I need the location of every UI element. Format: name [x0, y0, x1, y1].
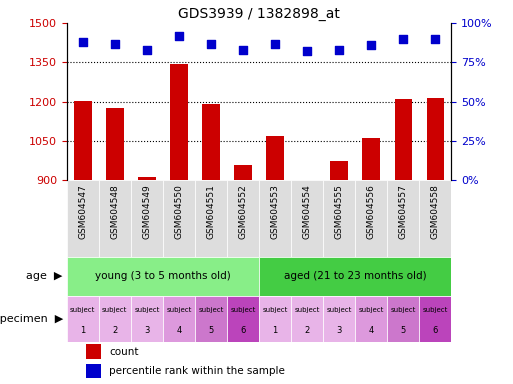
Text: GSM604557: GSM604557: [399, 184, 408, 239]
Text: GSM604551: GSM604551: [206, 184, 215, 239]
Text: GSM604558: GSM604558: [431, 184, 440, 239]
Point: [143, 47, 151, 53]
Bar: [259, 180, 291, 257]
Bar: [291, 180, 323, 257]
Point: [78, 39, 87, 45]
Bar: [291, 296, 323, 342]
Text: subject: subject: [230, 308, 255, 313]
Text: GSM604547: GSM604547: [78, 184, 87, 239]
Bar: [259, 257, 451, 296]
Text: subject: subject: [166, 308, 191, 313]
Point: [303, 48, 311, 55]
Bar: [106, 108, 124, 384]
Bar: [138, 177, 155, 384]
Text: young (3 to 5 months old): young (3 to 5 months old): [95, 271, 231, 281]
Point: [111, 40, 119, 46]
Bar: [98, 180, 131, 257]
Point: [399, 36, 407, 42]
Bar: [355, 296, 387, 342]
Bar: [427, 98, 444, 384]
Bar: [131, 180, 163, 257]
Text: subject: subject: [199, 308, 224, 313]
Bar: [202, 104, 220, 384]
Bar: [131, 296, 163, 342]
Bar: [86, 344, 101, 359]
Bar: [387, 296, 420, 342]
Bar: [74, 101, 91, 384]
Bar: [195, 180, 227, 257]
Text: subject: subject: [327, 308, 352, 313]
Text: subject: subject: [294, 308, 320, 313]
Bar: [266, 136, 284, 384]
Bar: [227, 296, 259, 342]
Text: subject: subject: [102, 308, 127, 313]
Text: 4: 4: [176, 326, 182, 335]
Bar: [163, 296, 195, 342]
Text: subject: subject: [263, 308, 288, 313]
Text: 5: 5: [401, 326, 406, 335]
Text: 2: 2: [112, 326, 117, 335]
Text: 6: 6: [433, 326, 438, 335]
Bar: [86, 364, 101, 378]
Bar: [67, 180, 98, 257]
Bar: [323, 296, 355, 342]
Text: subject: subject: [134, 308, 160, 313]
Bar: [387, 180, 420, 257]
Bar: [420, 296, 451, 342]
Bar: [363, 138, 380, 384]
Text: subject: subject: [423, 308, 448, 313]
Bar: [330, 161, 348, 384]
Text: percentile rank within the sample: percentile rank within the sample: [109, 366, 285, 376]
Text: 3: 3: [337, 326, 342, 335]
Text: 6: 6: [241, 326, 246, 335]
Text: 3: 3: [144, 326, 149, 335]
Bar: [234, 165, 252, 384]
Text: GSM604554: GSM604554: [303, 184, 312, 239]
Text: GSM604555: GSM604555: [334, 184, 344, 239]
Bar: [195, 296, 227, 342]
Text: 1: 1: [80, 326, 85, 335]
Point: [367, 42, 376, 48]
Bar: [259, 296, 291, 342]
Text: aged (21 to 23 months old): aged (21 to 23 months old): [284, 271, 427, 281]
Text: count: count: [109, 347, 139, 357]
Bar: [163, 180, 195, 257]
Text: GSM604553: GSM604553: [270, 184, 280, 239]
Text: GSM604549: GSM604549: [142, 184, 151, 239]
Text: subject: subject: [359, 308, 384, 313]
Bar: [170, 64, 188, 384]
Bar: [67, 296, 98, 342]
Point: [175, 33, 183, 39]
Point: [239, 47, 247, 53]
Point: [431, 36, 440, 42]
Point: [335, 47, 343, 53]
Text: GSM604548: GSM604548: [110, 184, 120, 239]
Text: GSM604556: GSM604556: [367, 184, 376, 239]
Text: 5: 5: [208, 326, 213, 335]
Text: 4: 4: [369, 326, 374, 335]
Title: GDS3939 / 1382898_at: GDS3939 / 1382898_at: [178, 7, 340, 21]
Text: GSM604552: GSM604552: [239, 184, 248, 239]
Bar: [394, 99, 412, 384]
Bar: [98, 296, 131, 342]
Point: [271, 40, 279, 46]
Bar: [323, 180, 355, 257]
Text: 2: 2: [305, 326, 310, 335]
Bar: [67, 257, 259, 296]
Text: subject: subject: [391, 308, 416, 313]
Text: specimen  ▶: specimen ▶: [0, 314, 63, 324]
Bar: [420, 180, 451, 257]
Bar: [355, 180, 387, 257]
Text: 1: 1: [272, 326, 278, 335]
Bar: [227, 180, 259, 257]
Text: age  ▶: age ▶: [27, 271, 63, 281]
Bar: [299, 180, 316, 384]
Text: GSM604550: GSM604550: [174, 184, 184, 239]
Text: subject: subject: [70, 308, 95, 313]
Point: [207, 40, 215, 46]
